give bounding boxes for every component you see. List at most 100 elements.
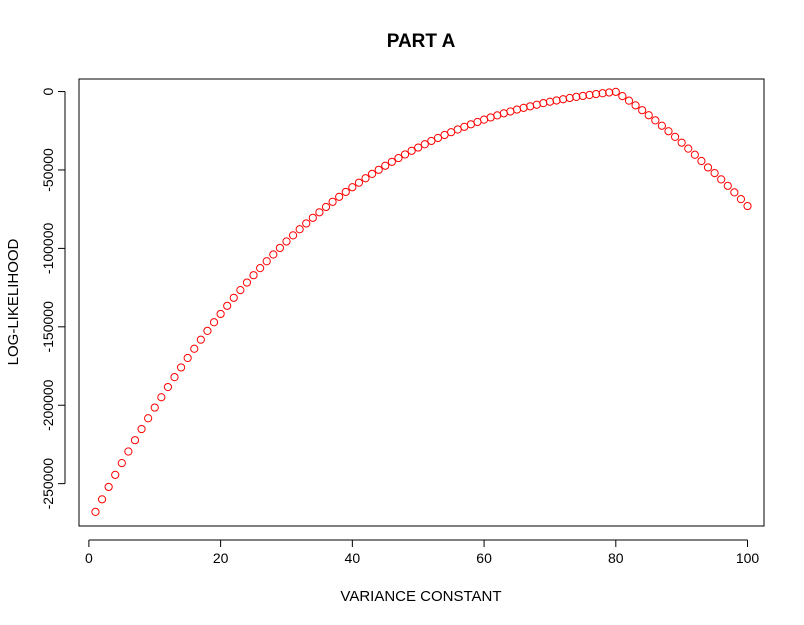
y-axis: 0 -50000 -100000 -150000 -200000 -250000 (40, 87, 66, 510)
x-tick-label: 20 (213, 550, 229, 566)
data-point (170, 373, 179, 382)
data-point (736, 195, 746, 204)
data-point (539, 99, 548, 108)
plot-frame (78, 78, 765, 527)
data-point (196, 335, 205, 344)
x-tick-label: 40 (345, 550, 361, 566)
data-point (269, 250, 278, 259)
y-tick-label: -200000 (40, 379, 56, 431)
y-axis-label: LOG-LIKELIHOOD (5, 238, 22, 365)
data-point (532, 100, 541, 109)
data-point (506, 107, 515, 116)
y-tick-label: 0 (40, 87, 56, 95)
data-point (236, 286, 245, 295)
data-point (387, 157, 396, 166)
data-point (697, 156, 706, 166)
data-point (124, 447, 133, 456)
x-axis-label: VARIANCE CONSTANT (340, 588, 501, 605)
data-point (730, 188, 739, 197)
data-point (97, 495, 107, 504)
data-point (578, 91, 587, 101)
y-tick-label: -250000 (40, 458, 56, 510)
data-point (315, 208, 324, 217)
data-point (328, 197, 337, 206)
data-point (677, 138, 686, 147)
data-point (348, 183, 357, 192)
data-point (130, 436, 140, 445)
data-point (216, 309, 225, 319)
data-point (638, 106, 647, 115)
data-points (91, 87, 752, 516)
data-point (341, 187, 350, 197)
data-point (565, 93, 574, 103)
data-point (275, 243, 284, 253)
data-point (104, 482, 113, 492)
data-point (651, 116, 660, 125)
data-point (414, 143, 423, 152)
data-point (163, 382, 173, 392)
data-point (242, 278, 252, 287)
data-point (256, 264, 265, 273)
data-point (710, 169, 719, 178)
x-tick-label: 80 (608, 550, 624, 566)
data-point (427, 136, 436, 146)
data-point (111, 470, 120, 479)
data-point (670, 132, 680, 141)
data-point (512, 105, 522, 114)
data-point (190, 344, 199, 353)
data-point (407, 146, 416, 155)
data-point (598, 89, 607, 98)
data-point (400, 150, 410, 159)
data-point (624, 96, 634, 105)
chart-title: PART A (387, 31, 456, 52)
data-point (723, 181, 732, 190)
x-axis: 0 20 40 60 80 100 (85, 539, 759, 566)
data-point (354, 178, 364, 187)
data-point (618, 91, 627, 101)
data-point (183, 353, 192, 363)
data-point (374, 165, 383, 174)
data-point (585, 90, 594, 100)
data-point (440, 130, 449, 140)
y-tick-label: -100000 (40, 222, 56, 274)
data-point (545, 97, 555, 106)
data-point (117, 459, 126, 468)
data-point (499, 109, 508, 118)
data-point (288, 231, 298, 240)
data-point (203, 326, 212, 335)
data-point (361, 174, 370, 183)
data-point (703, 163, 713, 172)
data-point (572, 92, 581, 101)
data-point (321, 202, 331, 212)
data-point (223, 301, 232, 310)
x-tick-label: 0 (85, 550, 93, 566)
data-point (591, 89, 601, 99)
data-point (209, 318, 219, 327)
data-point (381, 161, 390, 170)
y-tick-label: -150000 (40, 301, 56, 353)
data-point (743, 201, 752, 211)
data-point (229, 293, 238, 302)
data-point (144, 414, 153, 423)
data-point (631, 101, 640, 110)
data-point (690, 150, 699, 159)
data-point (150, 403, 159, 412)
data-point (302, 219, 311, 228)
data-point (308, 213, 317, 222)
data-point (262, 257, 271, 266)
data-point (657, 121, 667, 130)
data-point (335, 192, 344, 201)
data-point (137, 424, 146, 434)
data-point (664, 127, 673, 136)
data-point (559, 95, 568, 104)
data-point (644, 111, 653, 120)
data-point (420, 140, 429, 149)
y-tick-label: -50000 (40, 148, 56, 192)
data-point (394, 153, 403, 163)
data-point (368, 169, 377, 178)
data-point (552, 96, 561, 105)
data-point (717, 175, 726, 184)
data-point (519, 103, 528, 112)
data-point (605, 88, 614, 97)
